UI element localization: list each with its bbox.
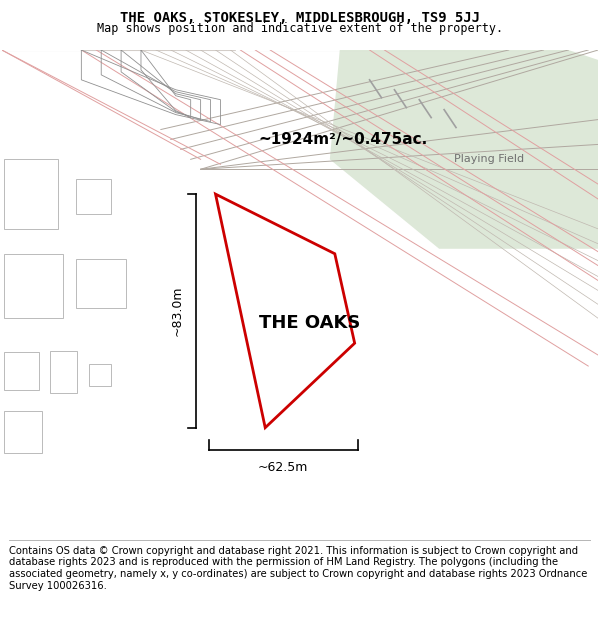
Polygon shape <box>91 50 598 299</box>
Text: THE OAKS: THE OAKS <box>259 314 361 332</box>
Polygon shape <box>4 159 58 229</box>
Polygon shape <box>82 50 598 358</box>
Text: ~62.5m: ~62.5m <box>258 461 308 474</box>
Text: Playing Field: Playing Field <box>454 154 524 164</box>
Polygon shape <box>50 351 77 393</box>
Text: ~1924m²/~0.475ac.: ~1924m²/~0.475ac. <box>258 132 428 147</box>
Polygon shape <box>89 364 111 386</box>
Polygon shape <box>4 254 64 318</box>
Text: Map shows position and indicative extent of the property.: Map shows position and indicative extent… <box>97 22 503 35</box>
Text: ~83.0m: ~83.0m <box>171 286 184 336</box>
Polygon shape <box>4 411 41 452</box>
Polygon shape <box>131 50 598 358</box>
Polygon shape <box>4 352 38 390</box>
Text: Contains OS data © Crown copyright and database right 2021. This information is : Contains OS data © Crown copyright and d… <box>9 546 587 591</box>
Polygon shape <box>76 259 126 308</box>
Polygon shape <box>76 179 111 214</box>
Polygon shape <box>330 50 598 249</box>
Text: THE OAKS, STOKESLEY, MIDDLESBROUGH, TS9 5JJ: THE OAKS, STOKESLEY, MIDDLESBROUGH, TS9 … <box>120 11 480 25</box>
